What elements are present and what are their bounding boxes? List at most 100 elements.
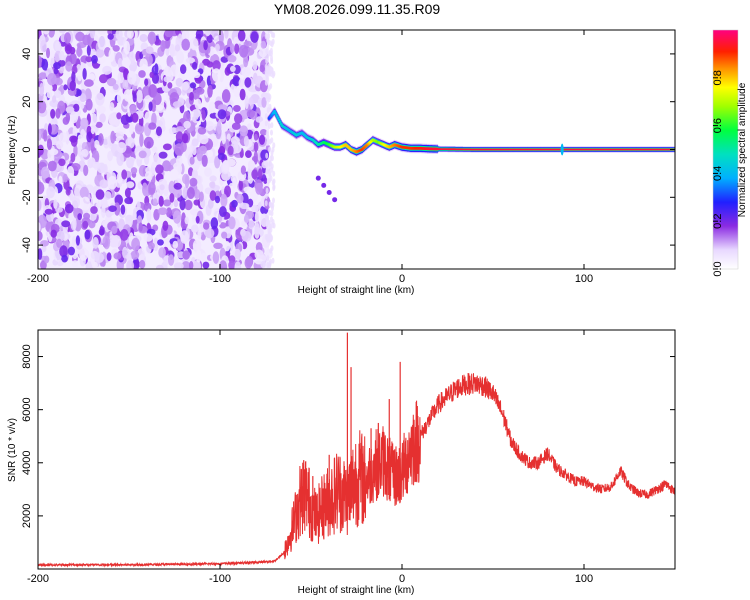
noise-blob [99,179,109,189]
noise-blob [121,169,128,180]
noise-blob [169,43,175,58]
noise-blob [265,130,269,137]
noise-blob [232,177,237,189]
noise-blob [197,127,207,135]
noise-blob [255,182,263,195]
noise-blob [210,217,219,230]
noise-blob [120,114,130,126]
noise-blob [50,50,56,59]
noise-blob [39,82,45,96]
noise-blob [243,135,249,147]
noise-blob [158,151,168,159]
noise-blob [77,69,83,82]
noise-blob [268,160,272,167]
noise-blob [126,260,134,269]
noise-blob [241,231,252,242]
noise-blob [200,253,207,262]
noise-blob [238,78,244,88]
noise-blob [82,220,89,229]
noise-blob [157,207,168,215]
noise-blob [192,146,197,156]
noise-blob [92,237,99,249]
noise-blob [86,44,91,57]
noise-blob [174,143,184,156]
snr-line [38,372,675,568]
noise-blob [266,107,270,113]
noise-blob [62,116,70,125]
noise-blob [110,130,116,144]
noise-blob [158,179,168,186]
noise-blob [155,164,164,174]
noise-blob [239,202,250,210]
snr-series [38,332,675,568]
noise-blob [56,238,63,248]
noise-blob [96,92,104,101]
noise-blob [113,252,122,260]
noise-blob [108,48,115,62]
noise-blob [38,198,42,212]
noise-blob [59,50,65,61]
noise-blob [183,120,191,129]
noise-blob [129,122,134,135]
noise-blob [270,137,274,144]
noise-blob [46,186,55,199]
noise-blob [255,116,264,123]
noise-blob [223,241,231,252]
noise-blob [224,30,229,39]
noise-blob [46,138,53,150]
noise-blob [267,63,271,70]
noise-blob [65,188,71,196]
noise-blob [146,208,152,223]
noise-blob [266,178,270,185]
noise-blob [234,113,243,124]
spectrogram-y-ticks: -40 -20 0 20 40 [21,48,675,253]
noise-blob [43,129,48,142]
noise-blob [85,98,93,111]
noise-blob [268,49,272,56]
noise-blob [258,48,268,58]
noise-blob [195,87,205,95]
ridge-cell [273,109,277,113]
noise-blob [221,89,231,103]
noise-blob [107,150,113,162]
noise-blob [264,200,268,207]
noise-blob [193,199,201,206]
noise-blob [138,165,147,177]
noise-blob [181,133,189,144]
noise-blob [268,223,272,230]
noise-blob [95,55,106,65]
noise-blob [180,230,190,244]
noise-blob [272,142,276,149]
noise-blob [63,84,68,91]
noise-blob [177,33,183,43]
spectrogram-y-label: Frequency (Hz) [7,116,18,185]
noise-blob [79,247,89,261]
noise-blob [173,186,182,198]
noise-blob [112,83,119,90]
noise-blob [214,195,221,204]
noise-blob [264,79,268,86]
noise-blob [117,57,123,69]
side-blob [326,190,332,196]
noise-blob [169,193,175,203]
noise-blob [228,260,235,269]
noise-blob [103,137,110,149]
noise-blob [115,30,123,40]
noise-blob [270,129,273,136]
noise-blob [175,126,185,133]
noise-blob [184,216,189,225]
noise-blob [166,207,172,218]
colorbar-tick-label: 0.2 [712,214,724,229]
noise-blob [230,65,236,72]
noise-blob [38,55,43,69]
side-blob [321,182,327,188]
noise-blob [38,222,41,232]
noise-blob [96,105,106,114]
snr-y-tick-label: 2000 [21,504,33,528]
noise-blob [186,187,195,199]
noise-blob [199,134,209,145]
noise-blob [82,68,87,80]
chart-title: YM08.2026.099.11.35.R09 [274,1,441,17]
noise-blob [253,141,259,152]
noise-blob [106,77,117,87]
